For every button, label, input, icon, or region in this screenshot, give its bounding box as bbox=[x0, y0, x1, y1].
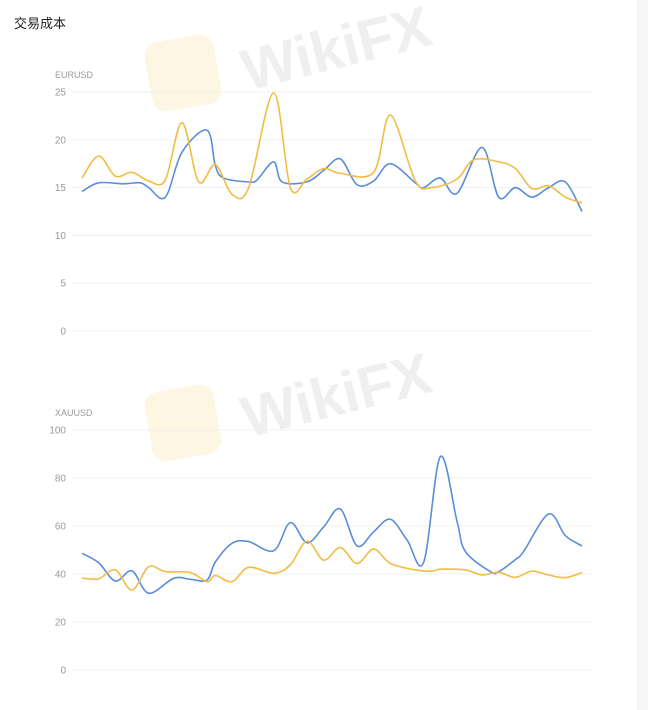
y-tick-label: 80 bbox=[55, 474, 67, 485]
chart-title: XAUUSD bbox=[55, 408, 93, 418]
page-title: 交易成本 bbox=[14, 16, 67, 31]
y-tick-label: 0 bbox=[60, 327, 66, 338]
y-tick-label: 5 bbox=[60, 279, 66, 290]
series-line-2 bbox=[81, 540, 583, 591]
y-tick-label: 0 bbox=[60, 666, 66, 677]
scrollbar[interactable] bbox=[637, 0, 648, 710]
y-tick-label: 25 bbox=[55, 88, 67, 99]
series-line-1 bbox=[81, 455, 583, 595]
y-tick-label: 15 bbox=[55, 183, 67, 194]
y-tick-label: 60 bbox=[55, 522, 67, 533]
y-tick-label: 40 bbox=[55, 570, 67, 581]
chart-title: EURUSD bbox=[55, 70, 94, 80]
y-tick-label: 10 bbox=[55, 231, 67, 242]
y-tick-label: 20 bbox=[55, 618, 67, 629]
y-tick-label: 100 bbox=[49, 426, 66, 437]
series-line-1 bbox=[81, 129, 583, 212]
y-tick-label: 20 bbox=[55, 135, 67, 146]
series-line-2 bbox=[81, 92, 583, 204]
